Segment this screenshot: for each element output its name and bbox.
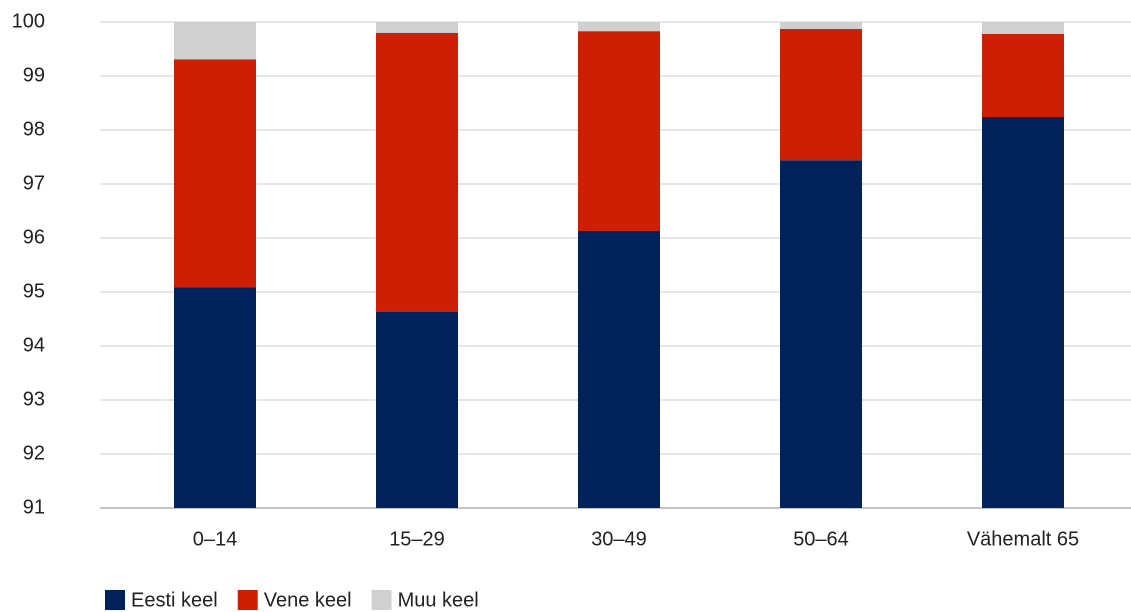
y-tick-label: 94 — [23, 334, 45, 356]
legend-label: Vene keel — [264, 589, 352, 611]
bar-segment — [982, 33, 1064, 118]
bar-segment — [982, 117, 1064, 508]
bar-segment — [780, 29, 862, 161]
bar-segment — [982, 22, 1064, 34]
bar-segment — [376, 311, 458, 508]
bar-segment — [780, 160, 862, 509]
x-tick-label: 0–14 — [193, 528, 238, 550]
y-tick-label: 93 — [23, 388, 45, 410]
y-tick-label: 97 — [23, 172, 45, 194]
bar-segment — [376, 32, 458, 312]
x-tick-label: 30–49 — [591, 528, 647, 550]
x-tick-label: Vähemalt 65 — [967, 528, 1079, 550]
bar-segment — [780, 22, 862, 30]
y-tick-label: 100 — [12, 10, 45, 32]
y-tick-label: 96 — [23, 226, 45, 248]
bar-segment — [174, 287, 256, 508]
y-tick-label: 91 — [23, 496, 45, 518]
y-tick-label: 92 — [23, 442, 45, 464]
y-tick-label: 98 — [23, 118, 45, 140]
legend-label: Eesti keel — [131, 589, 218, 611]
y-tick-label: 99 — [23, 64, 45, 86]
bar-segment — [174, 59, 256, 288]
legend-label: Muu keel — [398, 589, 479, 611]
y-tick-label: 95 — [23, 280, 45, 302]
bar-segment — [578, 22, 660, 32]
bar-segment — [174, 22, 256, 60]
x-tick-label: 15–29 — [389, 528, 445, 550]
legend-swatch — [105, 590, 125, 610]
bar-segment — [578, 230, 660, 509]
legend-swatch — [237, 590, 258, 610]
legend-swatch — [371, 590, 392, 610]
x-tick-label: 50–64 — [793, 528, 849, 550]
bar-segment — [578, 31, 660, 231]
bar-segment — [376, 22, 458, 33]
